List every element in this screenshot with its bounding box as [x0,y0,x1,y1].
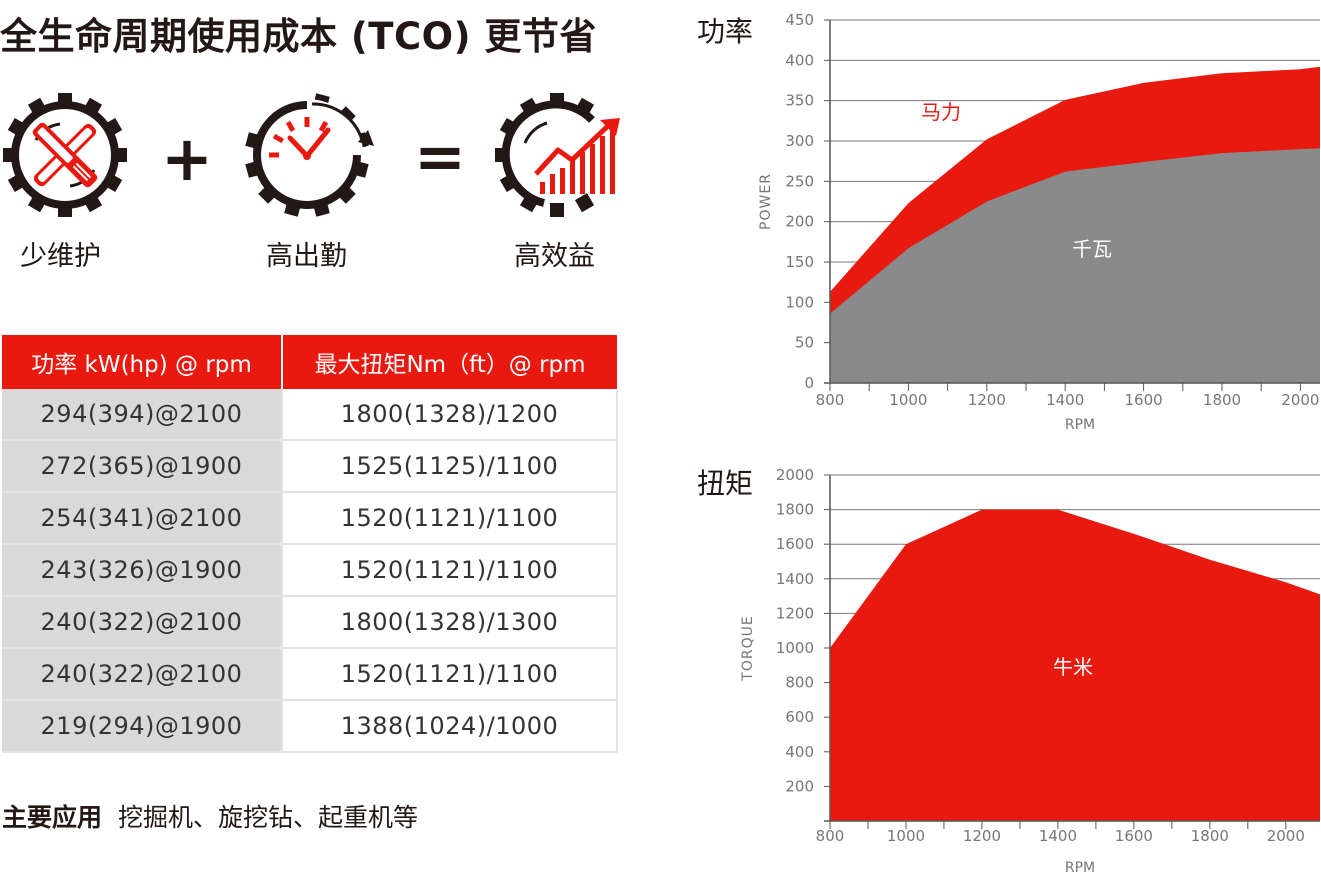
power-y-tick-label: 300 [785,132,814,150]
table-row: 240(322)@2100 1800(1328)/1300 [2,596,618,649]
table-row: 243(326)@1900 1520(1121)/1100 [2,544,618,597]
icon-label-benefit: 高效益 [514,241,595,272]
torque-y-axis-label: TORQUE [740,615,756,681]
table-cell-power: 240(322)@2100 [2,648,282,701]
gear-clock-icon [245,93,374,217]
power-y-tick-label: 200 [785,213,814,231]
power-area-primary [830,66,1320,383]
power-y-tick-label: 100 [785,293,814,311]
table-row: 219(294)@1900 1388(1024)/1000 [2,700,618,753]
icon-label-attendance: 高出勤 [266,241,347,272]
torque-y-tick-label: 200 [785,777,814,795]
power-x-tick-label: 1000 [889,391,927,409]
torque-y-tick-label: 1800 [776,501,814,519]
power-y-tick-label: 0 [804,374,814,392]
power-x-tick-label: 1800 [1203,391,1241,409]
table-row: 272(365)@1900 1525(1125)/1100 [2,440,618,493]
torque-x-tick-label: 1000 [887,827,925,845]
power-y-tick-label: 250 [785,172,814,190]
torque-y-tick-label: 800 [785,674,814,692]
torque-y-tick-label: 600 [785,708,814,726]
power-y-tick-label: 50 [795,334,814,352]
power-x-tick-label: 1200 [968,391,1006,409]
table-cell-power: 254(341)@2100 [2,492,282,545]
table-row: 240(322)@2100 1520(1121)/1100 [2,648,618,701]
gear-wrench-icon [3,93,127,217]
power-x-tick-label: 1600 [1125,391,1163,409]
power-x-tick-label: 1400 [1046,391,1084,409]
power-y-tick-label: 350 [785,92,814,110]
torque-x-tick-label: 1600 [1115,827,1153,845]
torque-y-tick-label: 1600 [776,535,814,553]
torque-x-tick-label: 1400 [1039,827,1077,845]
table-cell-power: 272(365)@1900 [2,440,282,493]
table-row: 254(341)@2100 1520(1121)/1100 [2,492,618,545]
power-x-tick-label: 800 [816,391,845,409]
table-cell-torque: 1520(1121)/1100 [281,544,618,597]
power-y-tick-label: 450 [785,11,814,29]
icon-label-maintenance: 少维护 [20,241,101,272]
power-y-axis-label: POWER [758,173,774,230]
torque-y-tick-label: 1000 [776,639,814,657]
power-chart-title: 功率 [697,15,754,48]
table-row: 294(394)@2100 1800(1328)/1200 [2,389,618,441]
power-x-axis-label: RPM [1065,417,1095,433]
table-header-torque: 最大扭矩Nm（ft）@ rpm [282,335,617,389]
torque-x-tick-label: 2000 [1267,827,1305,845]
power-y-tick-label: 150 [785,253,814,271]
torque-y-tick-label: 400 [785,743,814,761]
table-cell-torque: 1800(1328)/1300 [281,596,618,649]
torque-x-tick-label: 800 [816,827,845,845]
torque-y-tick-label: 2000 [776,466,814,484]
power-area-secondary [830,148,1320,383]
table-cell-power: 294(394)@2100 [2,389,282,441]
power-x-tick-label: 2000 [1281,391,1319,409]
table-cell-torque: 1520(1121)/1100 [281,492,618,545]
gear-growth-chart-icon [495,93,620,217]
table-cell-power: 240(322)@2100 [2,596,282,649]
torque-x-tick-label: 1200 [963,827,1001,845]
torque-area-primary [830,509,1320,821]
torque-x-tick-label: 1800 [1191,827,1229,845]
table-cell-torque: 1800(1328)/1200 [281,389,618,441]
equals-sign: = [414,120,466,193]
applications: 主要应用 挖掘机、旋挖钻、起重机等 [2,798,418,834]
plus-sign: + [161,122,213,195]
table-cell-torque: 1388(1024)/1000 [281,700,618,753]
page-title: 全生命周期使用成本 (TCO) 更节省 [0,15,597,58]
power-series-label: 马力 [921,100,961,124]
torque-series-label: 牛米 [1053,655,1093,679]
spec-table: 功率 kW(hp) @ rpm 最大扭矩Nm（ft）@ rpm 294(394)… [2,335,618,753]
applications-text: 挖掘机、旋挖钻、起重机等 [118,803,419,832]
power-series-label: 千瓦 [1072,237,1112,261]
table-cell-power: 219(294)@1900 [2,700,282,753]
table-cell-torque: 1520(1121)/1100 [281,648,618,701]
torque-y-tick-label: 1200 [776,604,814,622]
torque-y-tick-label: 1400 [776,570,814,588]
torque-chart-title: 扭矩 [697,467,754,500]
table-cell-power: 243(326)@1900 [2,544,282,597]
torque-x-axis-label: RPM [1065,860,1095,873]
applications-label: 主要应用 [2,803,103,832]
table-cell-torque: 1525(1125)/1100 [281,440,618,493]
table-header-power: 功率 kW(hp) @ rpm [2,335,283,389]
power-y-tick-label: 400 [785,51,814,69]
